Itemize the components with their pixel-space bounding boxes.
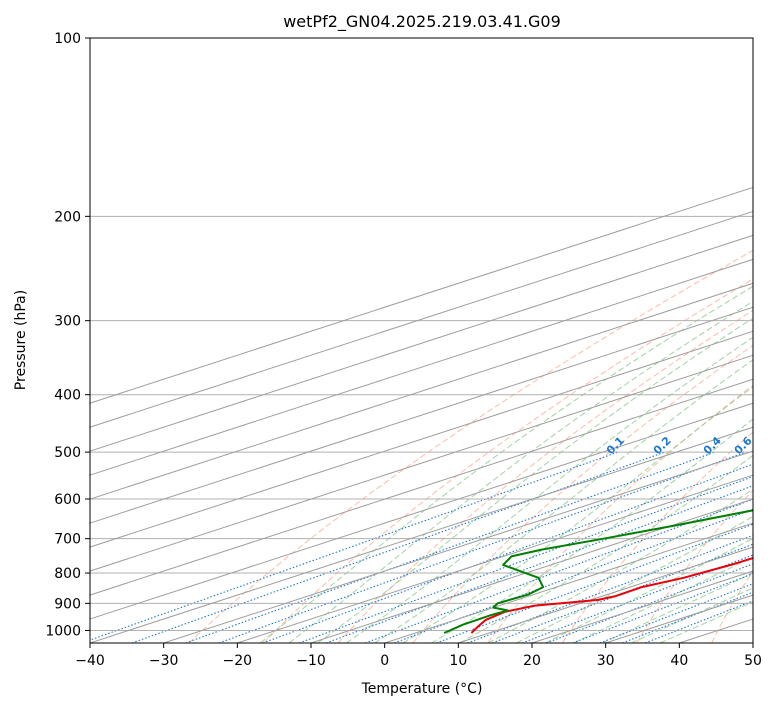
dry-adiabat bbox=[188, 249, 753, 643]
isotherm-line bbox=[310, 498, 753, 643]
mixing-ratio-line bbox=[131, 451, 665, 643]
y-tick-label: 500 bbox=[54, 445, 81, 461]
y-tick-label: 300 bbox=[54, 314, 81, 330]
mixing-ratio-line bbox=[185, 451, 715, 643]
grid-lines bbox=[90, 38, 753, 631]
dry-adiabat bbox=[636, 489, 753, 643]
x-tick-label: 10 bbox=[449, 653, 467, 669]
moist-adiabat bbox=[288, 300, 753, 643]
x-tick-label: −10 bbox=[296, 653, 326, 669]
mixing-ratio-line bbox=[467, 534, 753, 643]
y-tick-label: 1000 bbox=[45, 623, 81, 639]
isotherm-line bbox=[384, 522, 753, 643]
isotherm-line bbox=[90, 186, 753, 404]
y-tick-label: 200 bbox=[54, 209, 81, 225]
plot-frame bbox=[89, 37, 754, 644]
moist-adiabat bbox=[630, 587, 753, 643]
y-tick-label: 600 bbox=[54, 492, 81, 508]
mixing-ratio-line bbox=[436, 523, 753, 643]
x-tick-label: −30 bbox=[149, 653, 179, 669]
isotherm-line bbox=[90, 330, 753, 548]
y-axis-label: Pressure (hPa) bbox=[13, 290, 29, 390]
isotherm-line bbox=[163, 450, 753, 643]
y-tick-label: 800 bbox=[54, 566, 81, 582]
isotherm-line bbox=[90, 426, 753, 643]
x-tick-label: −40 bbox=[75, 653, 105, 669]
isotherm-line bbox=[90, 402, 753, 620]
moist-adiabats bbox=[259, 285, 753, 643]
mixing-ratio-line bbox=[325, 485, 753, 643]
x-axis-label: Temperature (°C) bbox=[361, 681, 483, 697]
isotherm-line bbox=[90, 234, 753, 452]
isotherm-line bbox=[90, 354, 753, 572]
temperature-line bbox=[470, 557, 753, 634]
moist-adiabat bbox=[602, 572, 753, 643]
isotherm-line bbox=[90, 210, 753, 428]
isotherm-line bbox=[90, 378, 753, 596]
moist-adiabat bbox=[259, 285, 753, 643]
mixing-ratio-line bbox=[365, 498, 753, 643]
moist-adiabat bbox=[431, 418, 753, 643]
mixing-ratio-line bbox=[299, 475, 753, 643]
dry-adiabat bbox=[561, 431, 753, 643]
isotherm-line bbox=[90, 258, 753, 476]
isotherms bbox=[90, 186, 753, 643]
dry-adiabat bbox=[487, 384, 753, 643]
y-axis: 100 200 300 400 500 600 700 800 900 1000 bbox=[45, 31, 90, 639]
x-tick-label: 0 bbox=[380, 653, 389, 669]
x-tick-label: −20 bbox=[223, 653, 253, 669]
mixing-ratio-line bbox=[218, 451, 746, 643]
x-tick-label: 20 bbox=[523, 653, 541, 669]
y-tick-label: 400 bbox=[54, 388, 81, 404]
sounding-series bbox=[443, 509, 753, 634]
y-tick-label: 700 bbox=[54, 532, 81, 548]
x-axis: −40 −30 −20 −10 0 10 20 30 40 50 bbox=[75, 643, 762, 669]
isotherm-line bbox=[90, 306, 753, 524]
x-tick-label: 30 bbox=[597, 653, 615, 669]
moist-adiabat bbox=[346, 336, 753, 643]
moist-adiabat bbox=[544, 537, 753, 643]
moist-adiabat bbox=[459, 454, 753, 643]
x-tick-label: 40 bbox=[670, 653, 688, 669]
moist-adiabat bbox=[516, 515, 753, 643]
dry-adiabat bbox=[263, 278, 753, 643]
isotherm-line bbox=[90, 282, 753, 500]
y-tick-label: 900 bbox=[54, 596, 81, 612]
chart-title: wetPf2_GN04.2025.219.03.41.G09 bbox=[283, 12, 561, 32]
x-tick-label: 50 bbox=[744, 653, 762, 669]
y-tick-label: 100 bbox=[54, 31, 81, 47]
isotherm-line bbox=[237, 474, 753, 643]
moist-adiabat bbox=[374, 359, 753, 643]
dewpoint-line bbox=[443, 509, 753, 634]
dry-adiabat bbox=[337, 309, 753, 643]
